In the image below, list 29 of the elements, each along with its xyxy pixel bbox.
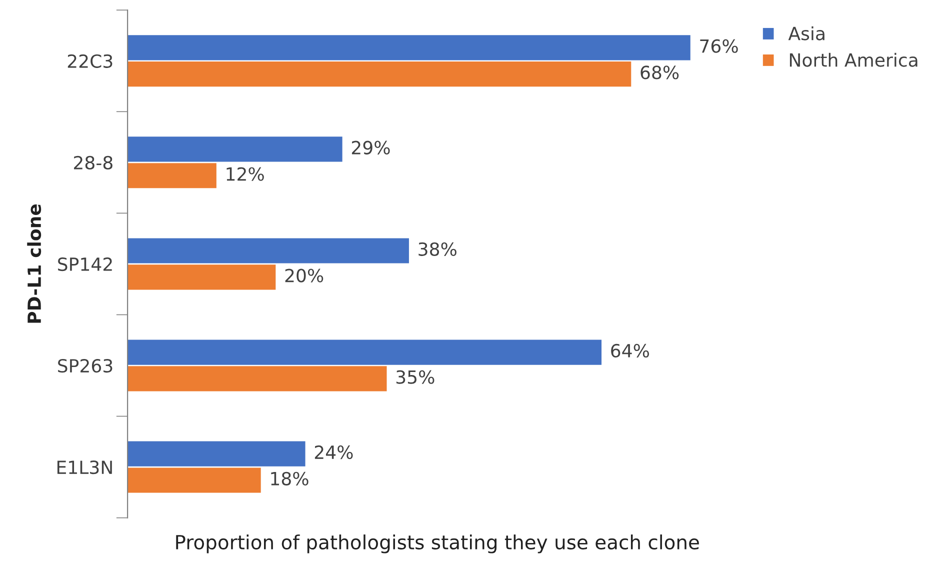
y-tick-label: 22C3 [68, 54, 112, 68]
bar [128, 35, 690, 60]
data-label: 29% [352, 140, 390, 154]
bar [128, 441, 306, 466]
bar [128, 136, 342, 162]
bar [128, 62, 632, 87]
y-tick-label: 28-8 [74, 156, 112, 170]
data-label: 35% [396, 370, 434, 384]
bar [128, 163, 216, 188]
legend-label: North America [790, 52, 918, 67]
data-label: 64% [611, 344, 649, 358]
bar [128, 468, 261, 493]
data-label: 38% [418, 242, 456, 256]
data-label: 76% [700, 39, 738, 53]
data-label: 24% [314, 445, 353, 460]
bar [128, 340, 602, 365]
legend-label: Asia [788, 26, 824, 40]
bar [128, 366, 387, 392]
bar [128, 264, 276, 290]
y-axis-title: PD-L1 clone [27, 204, 42, 323]
x-axis-title: Proportion of pathologists stating they use each clone [176, 534, 699, 554]
y-tick-label: E1L3N [57, 460, 112, 474]
y-tick-label: SP263 [58, 358, 112, 373]
data-label: 18% [271, 472, 308, 486]
bar [128, 238, 409, 264]
y-tick-label: SP142 [58, 257, 112, 272]
data-label: 12% [226, 167, 264, 181]
data-label: 20% [285, 268, 324, 282]
data-label: 68% [640, 66, 679, 80]
